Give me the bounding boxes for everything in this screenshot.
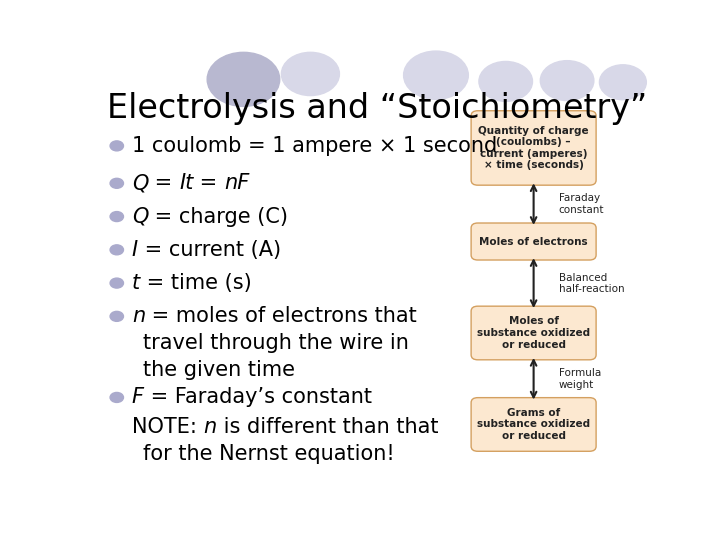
Text: 1 coulomb = 1 ampere × 1 second: 1 coulomb = 1 ampere × 1 second xyxy=(132,136,497,156)
FancyBboxPatch shape xyxy=(471,397,596,451)
Circle shape xyxy=(540,60,594,100)
Text: Formula
weight: Formula weight xyxy=(559,368,601,390)
FancyBboxPatch shape xyxy=(471,111,596,185)
Circle shape xyxy=(110,278,124,288)
Text: Quantity of charge
(coulombs) –
current (amperes)
× time (seconds): Quantity of charge (coulombs) – current … xyxy=(478,126,589,170)
Circle shape xyxy=(110,393,124,402)
Text: F: F xyxy=(132,387,144,408)
FancyBboxPatch shape xyxy=(471,306,596,360)
Circle shape xyxy=(110,178,124,188)
Text: Electrolysis and “Stoichiometry”: Electrolysis and “Stoichiometry” xyxy=(107,92,647,125)
Text: t: t xyxy=(132,273,140,293)
Text: Grams of
substance oxidized
or reduced: Grams of substance oxidized or reduced xyxy=(477,408,590,441)
Text: = moles of electrons that: = moles of electrons that xyxy=(145,306,417,326)
Circle shape xyxy=(110,245,124,255)
Text: Q: Q xyxy=(132,207,148,227)
Text: Moles of
substance oxidized
or reduced: Moles of substance oxidized or reduced xyxy=(477,316,590,349)
Text: Faraday
constant: Faraday constant xyxy=(559,193,604,215)
Text: Q: Q xyxy=(132,173,148,193)
Circle shape xyxy=(207,52,280,106)
Text: is different than that: is different than that xyxy=(217,416,438,436)
Text: nF: nF xyxy=(224,173,249,193)
Text: = time (s): = time (s) xyxy=(140,273,252,293)
Text: travel through the wire in: travel through the wire in xyxy=(143,333,409,353)
Text: NOTE:: NOTE: xyxy=(132,416,203,436)
Text: Balanced
half-reaction: Balanced half-reaction xyxy=(559,273,624,294)
Text: =: = xyxy=(194,173,224,193)
Text: n: n xyxy=(203,416,217,436)
Text: = Faraday’s constant: = Faraday’s constant xyxy=(144,387,372,408)
Circle shape xyxy=(110,212,124,221)
Circle shape xyxy=(479,62,533,102)
Text: Moles of electrons: Moles of electrons xyxy=(480,237,588,247)
Text: = charge (C): = charge (C) xyxy=(148,207,288,227)
Text: = current (A): = current (A) xyxy=(138,240,281,260)
Text: the given time: the given time xyxy=(143,360,295,380)
Circle shape xyxy=(404,51,468,99)
Text: It: It xyxy=(179,173,194,193)
Text: =: = xyxy=(148,173,179,193)
Text: n: n xyxy=(132,306,145,326)
FancyBboxPatch shape xyxy=(471,223,596,260)
Circle shape xyxy=(110,141,124,151)
Circle shape xyxy=(282,52,339,96)
Circle shape xyxy=(110,312,124,321)
Circle shape xyxy=(600,65,647,100)
Text: for the Nernst equation!: for the Nernst equation! xyxy=(143,443,395,463)
Text: I: I xyxy=(132,240,138,260)
